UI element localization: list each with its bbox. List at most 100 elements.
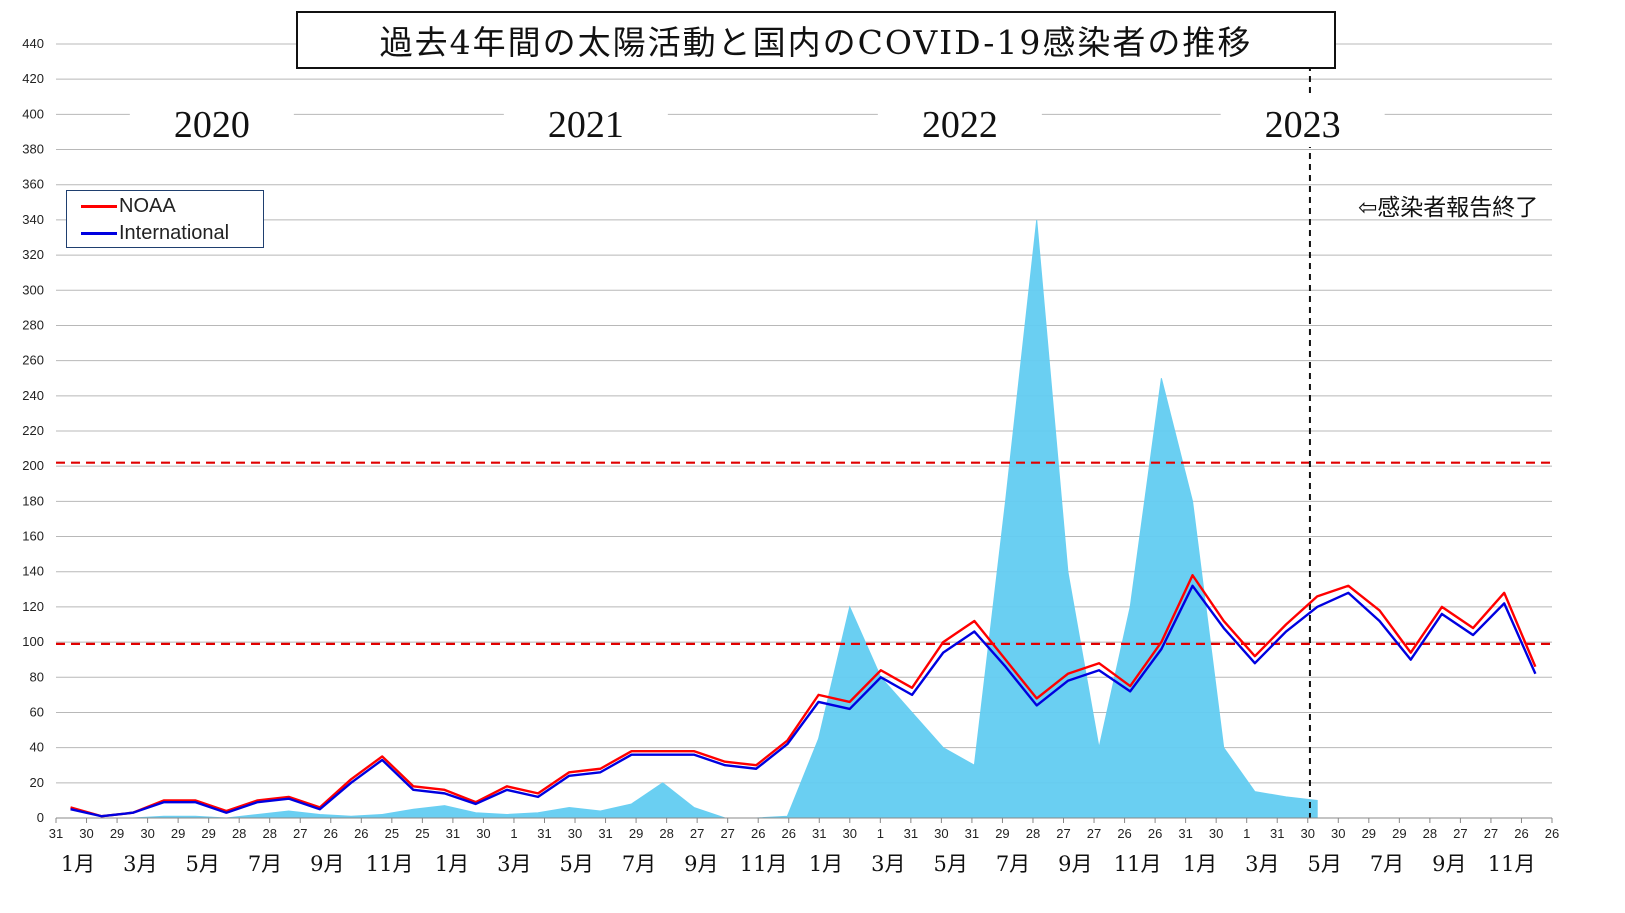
y-tick-label: 40 xyxy=(30,740,44,755)
x-day-tick-label: 31 xyxy=(1270,826,1284,841)
year-label: 2022 xyxy=(922,104,998,146)
year-labels: 2020 2021 2022 2023 xyxy=(129,95,1385,147)
x-day-tick-label: 26 xyxy=(354,826,368,841)
x-day-tick-label: 29 xyxy=(629,826,643,841)
x-day-tick-label: 30 xyxy=(1301,826,1315,841)
x-month-label: 9月 xyxy=(310,852,344,876)
x-day-tick-label: 28 xyxy=(659,826,673,841)
x-day-tick-label: 30 xyxy=(1331,826,1345,841)
x-day-tick-label: 27 xyxy=(720,826,734,841)
y-tick-label: 60 xyxy=(30,704,44,719)
x-month-label: 3月 xyxy=(871,852,905,876)
event-marker-label: ⇦感染者報告終了 xyxy=(1358,195,1539,221)
year-label: 2023 xyxy=(1265,104,1341,146)
y-tick-label: 120 xyxy=(22,599,44,614)
y-tick-label: 300 xyxy=(22,282,44,297)
year-label-bg xyxy=(503,95,668,147)
x-day-tick-label: 29 xyxy=(1392,826,1406,841)
y-tick-label: 260 xyxy=(22,353,44,368)
x-month-label: 11月 xyxy=(1488,852,1536,876)
x-month-label: 5月 xyxy=(1307,852,1341,876)
x-month-label: 3月 xyxy=(497,852,531,876)
x-day-tick-label: 26 xyxy=(751,826,765,841)
x-day-tick-label: 30 xyxy=(934,826,948,841)
x-month-label: 11月 xyxy=(740,852,788,876)
x-day-tick-label: 31 xyxy=(49,826,63,841)
x-day-tick-label: 1 xyxy=(510,826,517,841)
x-day-tick-label: 26 xyxy=(1117,826,1131,841)
y-tick-label: 440 xyxy=(22,36,44,51)
x-month-label: 9月 xyxy=(1432,852,1466,876)
y-axis-ticks: 0 20 40 60 80 100 120 140 160 180 200 220 240 260 280 3… xyxy=(22,36,44,825)
y-tick-label: 180 xyxy=(22,493,44,508)
x-month-label: 1月 xyxy=(1183,852,1217,876)
x-day-tick-label: 27 xyxy=(293,826,307,841)
reference-lines xyxy=(56,32,1552,818)
y-tick-label: 360 xyxy=(22,177,44,192)
x-day-tick-label: 25 xyxy=(385,826,399,841)
x-day-tick-label: 26 xyxy=(1514,826,1528,841)
legend-label-international: International xyxy=(119,222,230,244)
x-day-tick-label: 29 xyxy=(171,826,185,841)
x-day-tick-label: 30 xyxy=(79,826,93,841)
chart-title: 過去4年間の太陽活動と国内のCOVID-19感染者の推移 xyxy=(296,11,1336,69)
gridlines xyxy=(56,43,1552,819)
y-tick-label: 340 xyxy=(22,212,44,227)
y-tick-label: 220 xyxy=(22,423,44,438)
x-day-tick-label: 29 xyxy=(995,826,1009,841)
x-day-tick-label: 28 xyxy=(232,826,246,841)
y-tick-label: 160 xyxy=(22,529,44,544)
legend-item-international: International xyxy=(81,222,229,245)
series-line-international xyxy=(70,584,1537,818)
x-day-tick-label: 1 xyxy=(877,826,884,841)
x-day-tick-label: 30 xyxy=(1209,826,1223,841)
x-day-tick-label: 28 xyxy=(262,826,276,841)
y-tick-label: 20 xyxy=(30,775,44,790)
y-tick-label: 420 xyxy=(22,71,44,86)
x-day-tick-label: 27 xyxy=(690,826,704,841)
x-day-tick-label: 31 xyxy=(446,826,460,841)
year-label: 2021 xyxy=(548,104,624,146)
x-month-label: 9月 xyxy=(1058,852,1092,876)
x-day-tick-label: 25 xyxy=(415,826,429,841)
x-day-tick-label: 31 xyxy=(598,826,612,841)
x-day-tick-label: 31 xyxy=(537,826,551,841)
x-day-tick-label: 31 xyxy=(1178,826,1192,841)
x-day-tick-label: 30 xyxy=(476,826,490,841)
x-month-label: 1月 xyxy=(61,852,95,876)
covid-area xyxy=(70,219,1318,819)
x-day-tick-label: 27 xyxy=(1484,826,1498,841)
x-day-tick-label: 29 xyxy=(201,826,215,841)
y-tick-label: 140 xyxy=(22,564,44,579)
x-month-label: 7月 xyxy=(248,852,282,876)
y-tick-label: 200 xyxy=(22,458,44,473)
y-tick-label: 240 xyxy=(22,388,44,403)
x-axis: 31 30 29 30 29 29 28 28 27 26 26 25 25 31 30 1 31 30 31 29 2… xyxy=(49,817,1559,876)
x-day-tick-label: 27 xyxy=(1453,826,1467,841)
year-label-bg xyxy=(129,95,294,147)
y-tick-label: 100 xyxy=(22,634,44,649)
y-tick-label: 400 xyxy=(22,106,44,121)
x-month-label: 5月 xyxy=(185,852,219,876)
x-month-label: 11月 xyxy=(1114,852,1162,876)
series-line-noaa xyxy=(70,574,1537,818)
x-month-label: 1月 xyxy=(809,852,843,876)
legend-item-noaa: NOAA xyxy=(81,195,176,218)
x-day-tick-label: 30 xyxy=(140,826,154,841)
x-month-label: 7月 xyxy=(622,852,656,876)
legend-label-noaa: NOAA xyxy=(119,195,176,217)
covid-area-series xyxy=(70,219,1318,819)
x-day-tick-label: 29 xyxy=(1362,826,1376,841)
year-label: 2020 xyxy=(174,104,250,146)
x-month-label: 11月 xyxy=(366,852,414,876)
x-month-label: 7月 xyxy=(996,852,1030,876)
x-day-tick-label: 26 xyxy=(782,826,796,841)
legend-swatch-international xyxy=(81,232,117,235)
y-tick-label: 320 xyxy=(22,247,44,262)
x-day-tick-label: 26 xyxy=(324,826,338,841)
year-label-bg xyxy=(1220,95,1385,147)
x-day-tick-label: 26 xyxy=(1545,826,1559,841)
x-day-tick-label: 26 xyxy=(1148,826,1162,841)
x-month-label: 3月 xyxy=(123,852,157,876)
